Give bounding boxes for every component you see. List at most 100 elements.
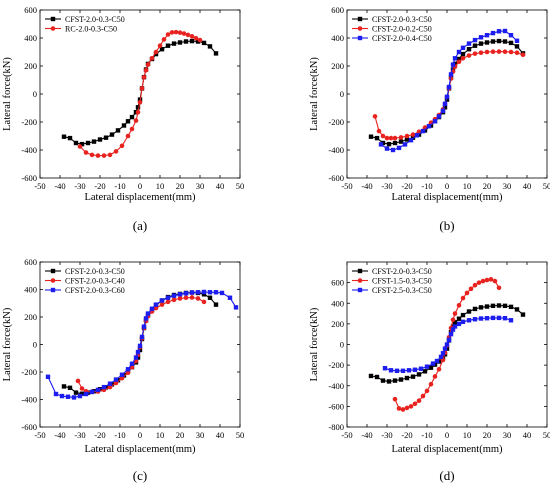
y-tick-label: -400 xyxy=(21,395,37,405)
x-axis-label: Lateral displacement(mm) xyxy=(84,444,196,455)
data-point xyxy=(189,290,195,295)
series-line xyxy=(63,291,217,395)
data-point xyxy=(153,302,159,307)
chart-panel-1: -50 -40 -30 -20 -10 0 10 20 30 40 50 -600 -400 -200 0 2… xyxy=(2,5,244,233)
data-point xyxy=(129,361,135,366)
data-point xyxy=(404,137,410,142)
legend-marker xyxy=(357,35,363,41)
data-point xyxy=(452,324,458,329)
data-point xyxy=(159,298,165,303)
data-point xyxy=(201,292,207,297)
data-point xyxy=(460,56,466,61)
data-point xyxy=(488,277,494,282)
x-tick-label: 20 xyxy=(483,430,492,440)
data-point xyxy=(466,309,472,314)
series-1 xyxy=(368,38,526,147)
plot-frame xyxy=(39,9,241,179)
data-point xyxy=(53,391,59,397)
data-point xyxy=(368,373,374,379)
data-point xyxy=(107,152,113,158)
y-tick-label: 200 xyxy=(331,319,344,329)
data-point xyxy=(121,123,127,128)
data-point xyxy=(183,295,189,301)
panel-caption: (c) xyxy=(133,468,147,483)
data-point xyxy=(480,278,486,284)
y-axis-label: Lateral force(kN) xyxy=(309,57,320,131)
y-tick-label: 400 xyxy=(24,285,37,295)
x-tick-label: 20 xyxy=(176,430,185,440)
data-point xyxy=(420,128,426,134)
x-tick-label: -20 xyxy=(94,181,105,191)
data-point xyxy=(416,398,422,404)
data-point xyxy=(460,312,466,318)
data-point xyxy=(45,374,51,380)
data-point xyxy=(133,355,139,360)
y-tick-label: -400 xyxy=(328,145,344,155)
x-tick-label: 10 xyxy=(156,181,165,191)
data-point xyxy=(145,311,151,316)
legend-marker xyxy=(50,268,56,274)
data-point xyxy=(502,303,508,309)
x-tick-label: 50 xyxy=(543,430,550,440)
legend-marker xyxy=(357,278,363,283)
data-point xyxy=(444,342,450,347)
data-point xyxy=(466,318,472,323)
data-point xyxy=(233,305,239,310)
x-tick-label: -10 xyxy=(421,430,432,440)
series-2 xyxy=(77,29,203,158)
x-tick-label: -40 xyxy=(54,430,65,440)
x-tick-label: 0 xyxy=(445,430,449,440)
data-point xyxy=(125,133,131,139)
y-tick-label: 0 xyxy=(33,340,37,350)
data-point xyxy=(490,303,496,309)
data-point xyxy=(484,304,490,309)
data-point xyxy=(456,59,462,65)
data-point xyxy=(424,388,430,394)
data-point xyxy=(213,290,219,295)
x-tick-label: 40 xyxy=(216,430,225,440)
x-tick-label: 50 xyxy=(236,181,245,191)
data-point xyxy=(450,62,456,67)
legend-label: CFST-2.0-0.3-C50 xyxy=(65,267,125,276)
legend-label: CFST-2.0-0.3-C40 xyxy=(65,277,125,286)
data-point xyxy=(496,38,502,44)
x-tick-label: -50 xyxy=(341,430,352,440)
data-point xyxy=(478,316,484,321)
data-point xyxy=(79,141,85,147)
data-point xyxy=(141,74,147,80)
data-point xyxy=(438,354,444,360)
data-point xyxy=(490,39,496,44)
y-tick-label: 200 xyxy=(331,61,344,71)
chart-panel-2: -50 -40 -30 -20 -10 0 10 20 30 40 50 -600 -400 -200 0 2… xyxy=(309,5,550,233)
data-point xyxy=(472,306,478,312)
data-point xyxy=(137,100,143,105)
data-point xyxy=(456,49,462,55)
data-point xyxy=(75,378,81,384)
data-point xyxy=(380,133,386,139)
data-point xyxy=(77,144,83,149)
data-point xyxy=(133,118,139,123)
series-line xyxy=(63,40,217,145)
data-point xyxy=(388,368,394,373)
y-tick-label: -600 xyxy=(21,173,37,183)
legend-label: CFST-2.0-0.3-C50 xyxy=(65,15,125,24)
legend: CFST-2.0-0.3-C50CFST-2.0-0.3-C40CFST-2.0… xyxy=(45,267,125,295)
chart-panel-3: -50 -40 -30 -20 -10 0 10 20 30 40 50 -600 -400 -200 0 2… xyxy=(2,257,244,483)
data-point xyxy=(159,47,165,52)
x-tick-label: -40 xyxy=(361,181,372,191)
data-point xyxy=(388,135,394,141)
y-tick-label: 0 xyxy=(33,89,37,99)
data-point xyxy=(113,380,119,386)
data-point xyxy=(183,39,189,44)
y-tick-label: 200 xyxy=(24,312,37,322)
legend-marker xyxy=(50,16,56,22)
data-point xyxy=(502,49,508,55)
data-point xyxy=(119,375,125,381)
y-tick-label: -600 xyxy=(21,422,37,432)
y-tick-label: 600 xyxy=(24,257,37,267)
data-point xyxy=(207,295,213,300)
x-tick-label: -10 xyxy=(114,181,125,191)
x-tick-label: -30 xyxy=(381,181,392,191)
data-point xyxy=(91,139,97,144)
